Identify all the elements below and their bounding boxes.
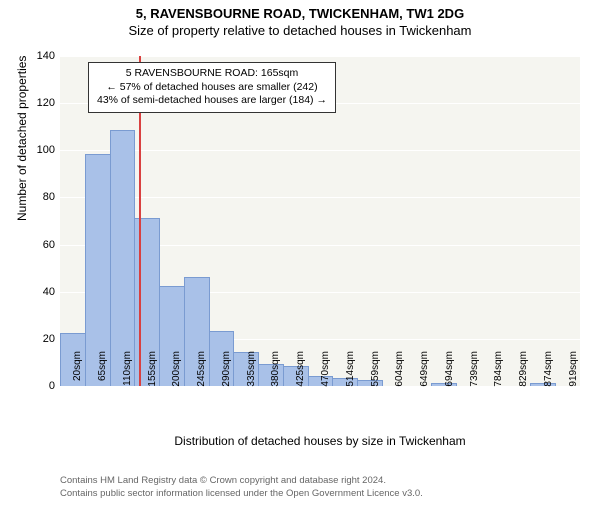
xtick-label: 694sqm xyxy=(444,351,455,391)
annotation-line1: 5 RAVENSBOURNE ROAD: 165sqm xyxy=(97,67,327,81)
xtick-label: 514sqm xyxy=(345,351,356,391)
xtick-label: 110sqm xyxy=(122,351,133,391)
xtick-label: 425sqm xyxy=(295,351,306,391)
xtick-label: 829sqm xyxy=(518,351,529,391)
gridline xyxy=(60,56,580,57)
ytick-label: 20 xyxy=(25,333,55,345)
annotation-box: 5 RAVENSBOURNE ROAD: 165sqm ← 57% of det… xyxy=(88,62,336,113)
gridline xyxy=(60,197,580,198)
gridline xyxy=(60,150,580,151)
xtick-label: 784sqm xyxy=(493,351,504,391)
chart-area: 5 RAVENSBOURNE ROAD: 165sqm ← 57% of det… xyxy=(60,56,580,426)
chart-subtitle: Size of property relative to detached ho… xyxy=(0,23,600,38)
xtick-label: 200sqm xyxy=(171,351,182,391)
ytick-label: 140 xyxy=(25,50,55,62)
ytick-label: 0 xyxy=(25,380,55,392)
ytick-label: 120 xyxy=(25,97,55,109)
xtick-label: 20sqm xyxy=(72,351,83,391)
plot-region: 5 RAVENSBOURNE ROAD: 165sqm ← 57% of det… xyxy=(60,56,580,386)
xtick-label: 155sqm xyxy=(147,351,158,391)
xtick-label: 245sqm xyxy=(196,351,207,391)
xtick-label: 335sqm xyxy=(246,351,257,391)
xtick-label: 470sqm xyxy=(320,351,331,391)
ytick-label: 60 xyxy=(25,239,55,251)
footer-line2: Contains public sector information licen… xyxy=(60,488,423,500)
ytick-label: 100 xyxy=(25,144,55,156)
histogram-bar xyxy=(110,130,136,386)
xtick-label: 380sqm xyxy=(270,351,281,391)
xtick-label: 604sqm xyxy=(394,351,405,391)
annotation-line2: ← 57% of detached houses are smaller (24… xyxy=(97,81,327,95)
ytick-label: 40 xyxy=(25,286,55,298)
xtick-label: 649sqm xyxy=(419,351,430,391)
ytick-label: 80 xyxy=(25,191,55,203)
chart-title-address: 5, RAVENSBOURNE ROAD, TWICKENHAM, TW1 2D… xyxy=(0,6,600,21)
xtick-label: 739sqm xyxy=(469,351,480,391)
xtick-label: 919sqm xyxy=(568,351,579,391)
x-axis-label: Distribution of detached houses by size … xyxy=(60,434,580,448)
xtick-label: 290sqm xyxy=(221,351,232,391)
annotation-line3: 43% of semi-detached houses are larger (… xyxy=(97,94,327,108)
footer-line1: Contains HM Land Registry data © Crown c… xyxy=(60,475,423,487)
footer-attribution: Contains HM Land Registry data © Crown c… xyxy=(60,475,423,500)
xtick-label: 874sqm xyxy=(543,351,554,391)
xtick-label: 65sqm xyxy=(97,351,108,391)
xtick-label: 559sqm xyxy=(370,351,381,391)
